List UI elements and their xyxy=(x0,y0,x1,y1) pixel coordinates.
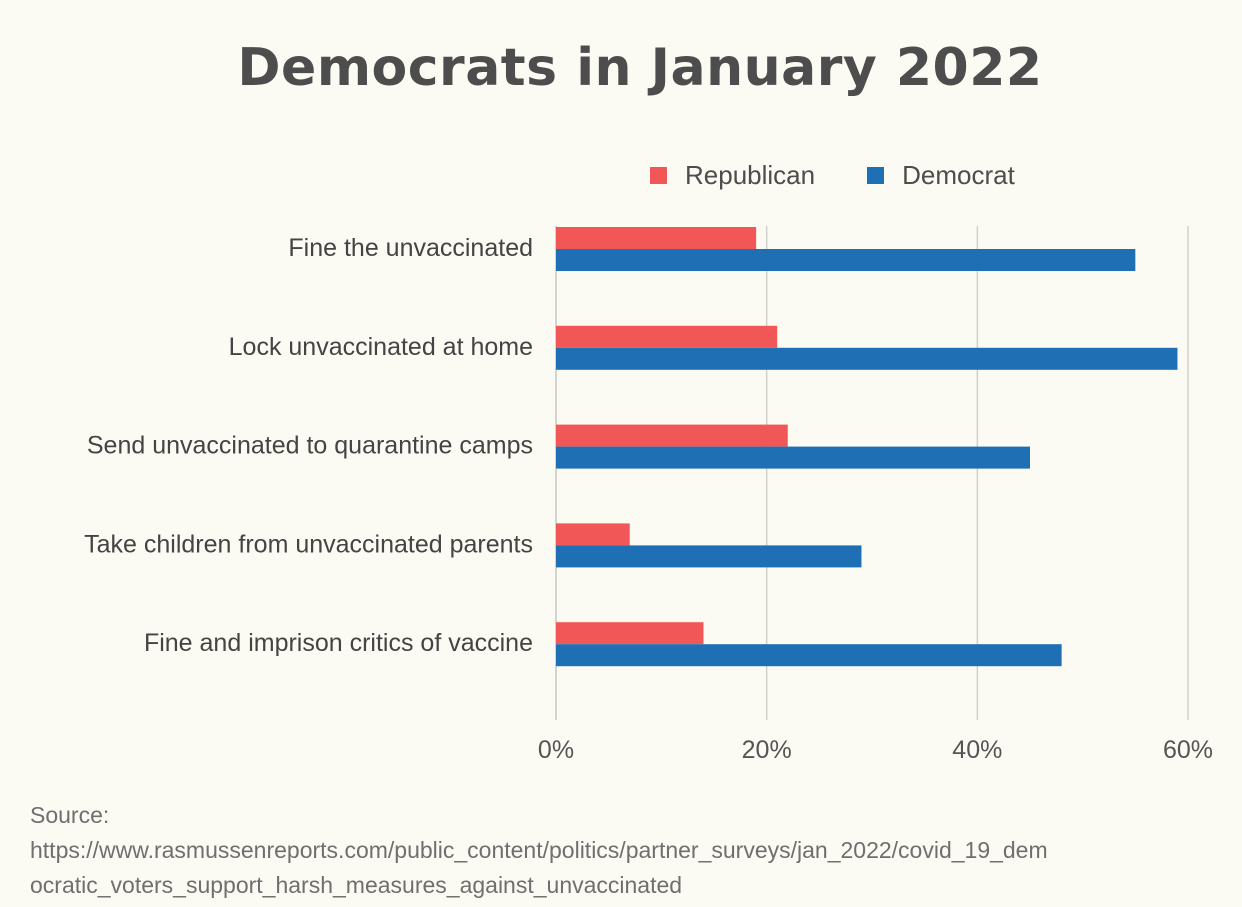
source-url-line-1: https://www.rasmussenreports.com/public_… xyxy=(30,837,1048,863)
category-label-2: Send unvaccinated to quarantine camps xyxy=(87,432,533,460)
x-tick-label-2: 40% xyxy=(952,736,1002,764)
bar-democrat-0 xyxy=(556,249,1136,271)
x-tick-label-3: 60% xyxy=(1163,736,1213,764)
bar-democrat-4 xyxy=(556,644,1062,667)
bar-republican-1 xyxy=(556,325,778,348)
source-label: Source: xyxy=(30,802,110,828)
x-tick-label-0: 0% xyxy=(538,736,574,764)
legend-item-democrat: Democrat xyxy=(867,160,1015,191)
legend-swatch-republican xyxy=(650,166,667,184)
legend-swatch-democrat xyxy=(867,166,885,184)
category-label-3: Take children from unvaccinated parents xyxy=(84,530,533,558)
bar-republican-4 xyxy=(556,622,704,645)
bar-republican-3 xyxy=(556,523,630,546)
source-url-line-2: ocratic_voters_support_harsh_measures_ag… xyxy=(30,872,683,898)
chart-title: Democrats in January 2022 xyxy=(237,38,1043,98)
legend-label-democrat: Democrat xyxy=(902,159,1015,190)
chart-legend: Republican Democrat xyxy=(650,158,1067,192)
legend-label-republican: Republican xyxy=(685,159,816,190)
category-label-0: Fine the unvaccinated xyxy=(288,234,533,262)
bar-democrat-2 xyxy=(556,446,1030,469)
bar-democrat-1 xyxy=(556,347,1178,370)
x-tick-label-1: 20% xyxy=(742,736,792,764)
bar-republican-2 xyxy=(556,424,788,447)
legend-item-republican: Republican xyxy=(650,160,815,191)
bar-democrat-3 xyxy=(556,545,862,568)
category-label-4: Fine and imprison critics of vaccine xyxy=(144,629,533,657)
source-note: Source: https://www.rasmussenreports.com… xyxy=(30,798,1230,903)
bar-republican-0 xyxy=(556,227,757,249)
category-label-1: Lock unvaccinated at home xyxy=(229,333,533,361)
